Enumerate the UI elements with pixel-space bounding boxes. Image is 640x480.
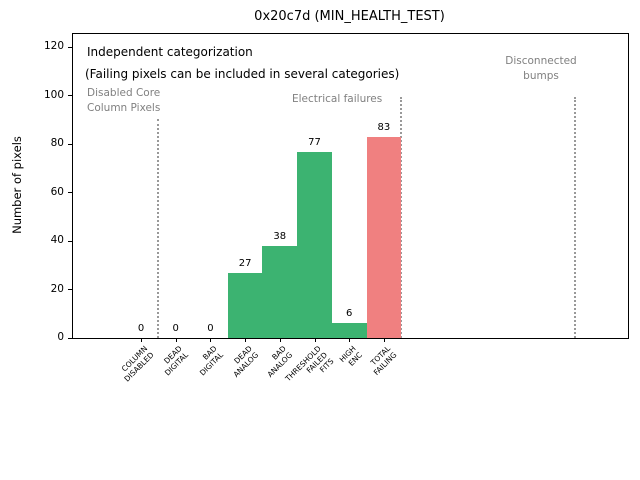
bar-total-failing bbox=[366, 137, 402, 338]
y-tick bbox=[68, 46, 73, 48]
y-tick bbox=[68, 337, 73, 339]
section-label-electrical-failures: Electrical failures bbox=[292, 93, 383, 105]
section-divider bbox=[157, 119, 160, 338]
y-tick-label: 80 bbox=[50, 137, 64, 150]
bar-value-label: 0 bbox=[207, 323, 214, 334]
bar-value-label: 38 bbox=[273, 230, 287, 242]
plot-area: Independent categorization (Failing pixe… bbox=[44, 33, 629, 383]
bar-value-label: 27 bbox=[238, 257, 252, 269]
section-divider bbox=[573, 97, 576, 338]
section-divider bbox=[400, 97, 403, 338]
x-tick bbox=[245, 338, 247, 342]
x-tick-label: DEAD DIGITAL bbox=[162, 344, 191, 378]
x-tick-label: TOTAL FAILING bbox=[369, 344, 399, 378]
bar-threshold-failed-fits bbox=[297, 151, 332, 338]
bar-value-label: 0 bbox=[172, 323, 179, 334]
bar-value-label: 0 bbox=[137, 323, 145, 334]
y-tick bbox=[68, 289, 73, 291]
bar-value-label: 77 bbox=[308, 136, 321, 148]
y-tick bbox=[68, 192, 73, 194]
bar-dead-analog bbox=[227, 272, 263, 338]
x-tick-label: THRESHOLD FAILED FITS bbox=[283, 344, 336, 384]
y-tick-label: 120 bbox=[43, 40, 64, 53]
bar-high-enc bbox=[331, 323, 367, 338]
x-tick-label: HIGH ENC bbox=[337, 344, 364, 368]
y-tick bbox=[68, 143, 73, 145]
bar-bad-analog bbox=[262, 245, 298, 338]
y-tick-label: 0 bbox=[57, 331, 64, 343]
annotation-independent-categorization: Independent categorization bbox=[87, 45, 253, 59]
y-tick bbox=[68, 240, 73, 242]
x-tick bbox=[383, 338, 385, 342]
x-tick-label: DEAD ANALOG bbox=[231, 344, 260, 380]
annotation-failing-pixels-note: (Failing pixels can be included in sever… bbox=[85, 67, 400, 81]
x-tick bbox=[349, 338, 351, 342]
x-tick-label: BAD DIGITAL bbox=[198, 344, 226, 378]
y-tick-label: 40 bbox=[50, 234, 64, 247]
y-tick-label: 100 bbox=[43, 88, 64, 101]
x-tick bbox=[141, 338, 142, 342]
x-tick bbox=[314, 338, 316, 342]
y-axis-label: Number of pixels bbox=[10, 136, 24, 234]
section-label-disabled-core-column-pixels: Disabled Core Column Pixels bbox=[87, 87, 161, 114]
y-tick-label: 60 bbox=[50, 185, 64, 198]
x-tick-label: COLUMN DISABLED bbox=[119, 344, 156, 384]
y-tick-label: 20 bbox=[50, 282, 64, 295]
bar-value-label: 6 bbox=[346, 308, 353, 320]
x-tick bbox=[175, 338, 177, 342]
bar-value-label: 83 bbox=[377, 122, 391, 133]
chart-title: 0x20c7d (MIN_HEALTH_TEST) bbox=[254, 9, 445, 24]
y-tick bbox=[68, 95, 73, 97]
x-tick bbox=[279, 338, 281, 342]
x-tick bbox=[210, 338, 212, 342]
section-label-disconnected-bumps: Disconnected bumps bbox=[505, 55, 577, 82]
